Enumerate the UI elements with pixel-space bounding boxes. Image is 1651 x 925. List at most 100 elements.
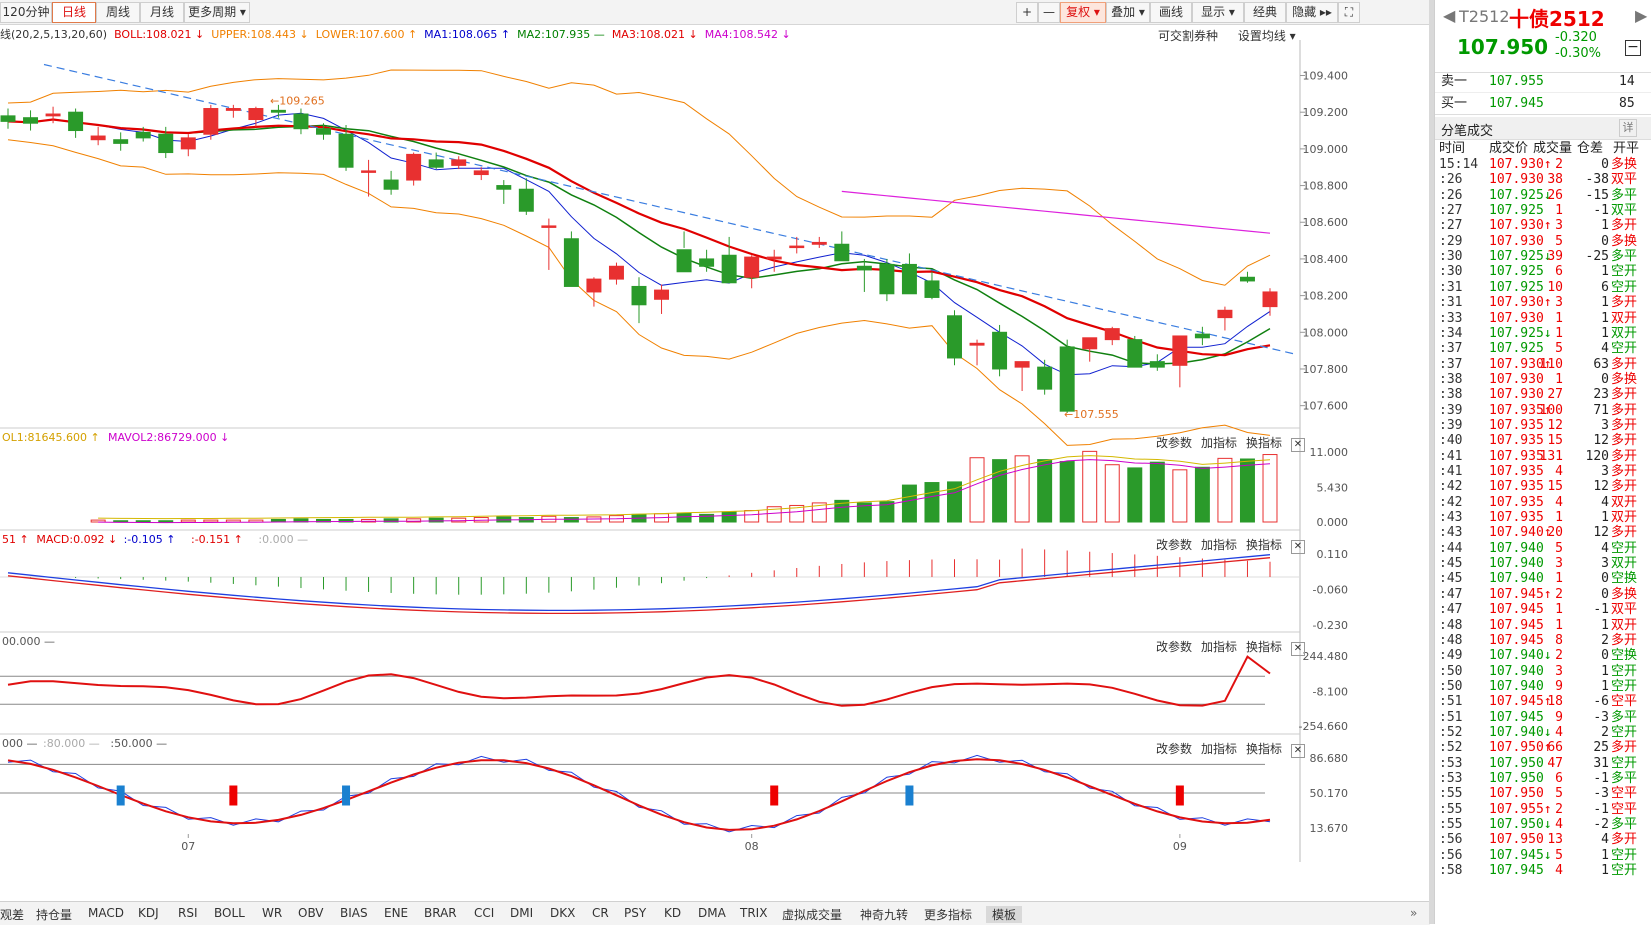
- tab-macd[interactable]: MACD: [88, 906, 124, 920]
- tick-price: 107.935: [1489, 510, 1544, 526]
- macd-close-icon[interactable]: ✕: [1291, 540, 1305, 554]
- tick-col-time: 时间: [1439, 141, 1466, 156]
- candle-body: [1082, 337, 1098, 350]
- adjust-dropdown[interactable]: 复权 ▾: [1060, 2, 1106, 23]
- tab-boll[interactable]: BOLL: [214, 906, 245, 920]
- collapse-icon[interactable]: −: [1625, 40, 1641, 56]
- tick-open-close: 双开: [1611, 556, 1638, 572]
- candle-body: [203, 108, 219, 135]
- period-monthly-button[interactable]: 月线: [140, 2, 184, 23]
- vol-add-indicator-button[interactable]: 加指标: [1200, 436, 1237, 450]
- zoom-out-button[interactable]: —: [1038, 2, 1060, 23]
- ticks-detail-button[interactable]: 详: [1619, 119, 1637, 137]
- tick-time: :51: [1439, 694, 1463, 710]
- hide-button[interactable]: 隐藏 ▸▸: [1286, 2, 1338, 23]
- tab-bias[interactable]: BIAS: [340, 906, 368, 920]
- tab-psy[interactable]: PSY: [624, 906, 647, 920]
- kd-change-params-button[interactable]: 改参数: [1155, 742, 1192, 756]
- tab-more-indicators[interactable]: 更多指标: [924, 908, 973, 922]
- tick-open-close: 多换: [1611, 371, 1638, 387]
- volume-bar: [834, 499, 850, 523]
- period-daily-button[interactable]: 日线: [52, 2, 96, 23]
- cci-add-indicator-button[interactable]: 加指标: [1200, 640, 1237, 654]
- tab-dkx[interactable]: DKX: [550, 906, 576, 920]
- vol-close-icon[interactable]: ✕: [1291, 438, 1305, 452]
- tick-open-close: 双开: [1611, 510, 1638, 526]
- tab-magic-nine[interactable]: 神奇九转: [860, 908, 909, 922]
- period-120min-button[interactable]: 120分钟: [0, 2, 52, 23]
- tick-open-close: 多开: [1611, 402, 1638, 418]
- classic-button[interactable]: 经典: [1244, 2, 1286, 23]
- tick-volume: 1: [1555, 571, 1563, 587]
- tick-volume: 2: [1555, 157, 1563, 172]
- tick-price: 107.930↑: [1489, 356, 1552, 372]
- tick-price: 107.945: [1489, 617, 1544, 633]
- tab-obv[interactable]: OBV: [298, 906, 324, 920]
- tab-open-interest[interactable]: 持仓量: [36, 908, 73, 922]
- cci-switch-indicator-button[interactable]: 换指标: [1245, 640, 1282, 654]
- tab-virtual-volume[interactable]: 虚拟成交量: [782, 908, 843, 922]
- tick-price: 107.945↑: [1489, 694, 1552, 710]
- draw-line-button[interactable]: 画线: [1150, 2, 1192, 23]
- candle-body: [406, 153, 422, 181]
- volume-bar: [1059, 461, 1075, 523]
- tab-dmi[interactable]: DMI: [510, 906, 534, 920]
- tick-oi-change: 1: [1601, 325, 1609, 341]
- tab-cr[interactable]: CR: [592, 906, 609, 920]
- tab-kd[interactable]: KD: [664, 906, 682, 920]
- kd-add-indicator-button[interactable]: 加指标: [1200, 742, 1237, 756]
- set-ma-dropdown[interactable]: 设置均线 ▾: [1237, 29, 1296, 43]
- tick-price: 107.940: [1489, 663, 1544, 679]
- tab-brar[interactable]: BRAR: [424, 906, 457, 920]
- kd-close-icon[interactable]: ✕: [1291, 744, 1305, 758]
- tab-trix[interactable]: TRIX: [740, 906, 768, 920]
- tick-open-close: 双开: [1611, 494, 1638, 510]
- more-periods-dropdown[interactable]: 更多周期 ▾: [184, 2, 250, 23]
- tab-dma[interactable]: DMA: [698, 906, 726, 920]
- tick-volume: 8: [1555, 632, 1563, 648]
- vol-change-params-button[interactable]: 改参数: [1155, 436, 1192, 450]
- tick-oi-change: 1: [1601, 510, 1609, 526]
- tick-price: 107.950: [1489, 755, 1544, 771]
- tick-row: :41 107.935 131 120 多开: [1435, 449, 1651, 465]
- volume-legend-item: OL1:81645.600 ↑: [2, 431, 100, 444]
- tick-row: :38 107.930 27 23 多开: [1435, 387, 1651, 403]
- candle-body: [901, 263, 917, 295]
- tick-price: 107.925↓: [1489, 249, 1552, 265]
- candle-body: [1104, 328, 1120, 341]
- cci-close-icon[interactable]: ✕: [1291, 642, 1305, 656]
- fullscreen-icon[interactable]: ⛶: [1338, 2, 1360, 23]
- macd-switch-indicator-button[interactable]: 换指标: [1245, 538, 1282, 552]
- tick-price: 107.925: [1489, 279, 1544, 295]
- panel-splitter[interactable]: [1429, 0, 1434, 924]
- period-weekly-button[interactable]: 周线: [96, 2, 140, 23]
- tab-guancha[interactable]: 观差: [0, 908, 25, 922]
- tab-kdj[interactable]: KDJ: [138, 906, 159, 920]
- tick-open-close: 空开: [1611, 264, 1638, 280]
- macd-change-params-button[interactable]: 改参数: [1155, 538, 1192, 552]
- overlay-dropdown[interactable]: 叠加 ▾: [1106, 2, 1150, 23]
- tick-oi-change: 0: [1601, 233, 1609, 249]
- tab-template[interactable]: 模板: [986, 906, 1023, 923]
- tick-row: :40 107.935 15 12 多开: [1435, 433, 1651, 449]
- tick-price: 107.930: [1489, 310, 1544, 326]
- prev-arrow-icon[interactable]: ◀: [1443, 6, 1456, 25]
- zoom-in-button[interactable]: +: [1016, 2, 1038, 23]
- next-arrow-icon[interactable]: ▶: [1635, 6, 1648, 25]
- macd-add-indicator-button[interactable]: 加指标: [1200, 538, 1237, 552]
- tab-rsi[interactable]: RSI: [178, 906, 198, 920]
- main-legend-item: MA2:107.935 —: [517, 28, 605, 41]
- candle-body: [947, 315, 962, 359]
- cci-change-params-button[interactable]: 改参数: [1155, 640, 1192, 654]
- vol-switch-indicator-button[interactable]: 换指标: [1245, 436, 1282, 450]
- kline-chart[interactable]: 109.400 109.200 109.000 108.800 108.600 108.4…: [0, 40, 1430, 900]
- tab-cci[interactable]: CCI: [474, 906, 495, 920]
- tick-volume: 5: [1555, 786, 1563, 802]
- tab-ene[interactable]: ENE: [384, 906, 409, 920]
- display-dropdown[interactable]: 显示 ▾: [1192, 2, 1244, 23]
- tab-wr[interactable]: WR: [262, 906, 283, 920]
- tick-open-close: 空开: [1611, 540, 1638, 556]
- kd-switch-indicator-button[interactable]: 换指标: [1245, 742, 1282, 756]
- scroll-right-icon[interactable]: »: [1410, 906, 1418, 920]
- deliverable-bonds-button[interactable]: 可交割券种: [1158, 29, 1219, 43]
